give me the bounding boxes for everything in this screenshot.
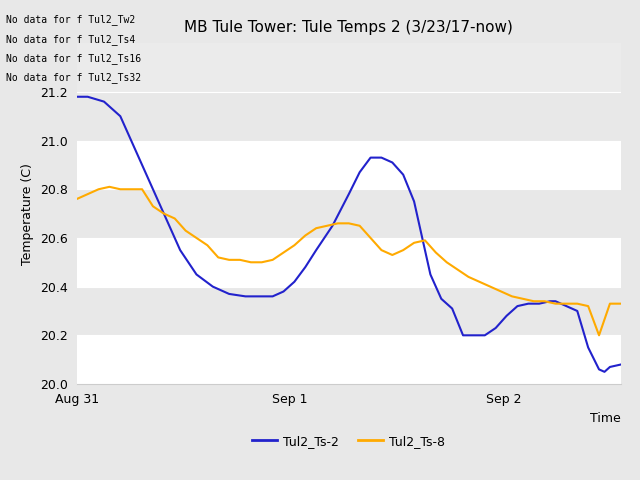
Tul2_Ts-2 (100, 99, 108, 105)
Tul2_Ts-2 (345, 191, 353, 197)
Tul2_Ts-2 (460, 333, 467, 338)
Bar (77, 287, 621, 336)
Tul2_Ts-8 (258, 259, 266, 265)
Bar (77, 141, 621, 189)
Tul2_Ts-2 (547, 299, 554, 304)
Tul2_Ts-2 (563, 303, 570, 309)
Text: No data for f Tul2_Ts16: No data for f Tul2_Ts16 (6, 53, 141, 64)
Tul2_Ts-8 (73, 196, 81, 202)
Tul2_Ts-2 (116, 113, 124, 119)
Bar (77, 92, 621, 141)
Bar (77, 336, 621, 384)
Tul2_Ts-2 (258, 293, 266, 299)
Tul2_Ts-2 (269, 293, 276, 299)
Tul2_Ts-8 (606, 301, 614, 307)
Text: No data for f Tul2_Tw2: No data for f Tul2_Tw2 (6, 14, 136, 25)
Tul2_Ts-2 (481, 333, 489, 338)
Tul2_Ts-8 (476, 279, 483, 285)
Tul2_Ts-2 (427, 272, 435, 277)
Tul2_Ts-2 (280, 288, 287, 294)
Tul2_Ts-2 (410, 199, 418, 204)
Tul2_Ts-2 (595, 367, 603, 372)
Tul2_Ts-2 (160, 211, 168, 216)
Tul2_Ts-2 (225, 291, 233, 297)
Tul2_Ts-8 (204, 242, 211, 248)
Legend: Tul2_Ts-2, Tul2_Ts-8: Tul2_Ts-2, Tul2_Ts-8 (247, 430, 451, 453)
Tul2_Ts-2 (525, 301, 532, 307)
Tul2_Ts-2 (209, 284, 216, 289)
Tul2_Ts-2 (177, 247, 184, 253)
Tul2_Ts-2 (438, 296, 445, 301)
Tul2_Ts-2 (84, 94, 92, 100)
Tul2_Ts-2 (470, 333, 478, 338)
Tul2_Ts-2 (73, 94, 81, 100)
Tul2_Ts-2 (416, 223, 424, 228)
Tul2_Ts-2 (514, 303, 522, 309)
Tul2_Ts-2 (329, 223, 337, 228)
Tul2_Ts-2 (617, 361, 625, 367)
Line: Tul2_Ts-2: Tul2_Ts-2 (77, 97, 621, 372)
Tul2_Ts-2 (552, 299, 559, 304)
Tul2_Ts-2 (312, 247, 320, 253)
Tul2_Ts-2 (242, 293, 250, 299)
Tul2_Ts-2 (143, 174, 151, 180)
Tul2_Ts-2 (492, 325, 500, 331)
X-axis label: Time: Time (590, 411, 621, 425)
Tul2_Ts-2 (378, 155, 385, 160)
Tul2_Ts-8 (443, 259, 451, 265)
Tul2_Ts-8 (247, 259, 255, 265)
Text: No data for f Tul2_Ts4: No data for f Tul2_Ts4 (6, 34, 136, 45)
Tul2_Ts-2 (600, 369, 608, 375)
Tul2_Ts-2 (356, 169, 364, 175)
Tul2_Ts-2 (367, 155, 374, 160)
Tul2_Ts-2 (291, 279, 298, 285)
Title: MB Tule Tower: Tule Temps 2 (3/23/17-now): MB Tule Tower: Tule Temps 2 (3/23/17-now… (184, 20, 513, 35)
Text: No data for f Tul2_Ts32: No data for f Tul2_Ts32 (6, 72, 141, 83)
Tul2_Ts-2 (301, 264, 309, 270)
Y-axis label: Temperature (C): Temperature (C) (21, 163, 35, 264)
Tul2_Ts-2 (606, 364, 614, 370)
Tul2_Ts-2 (503, 313, 511, 319)
Tul2_Ts-2 (421, 247, 429, 253)
Tul2_Ts-2 (127, 138, 135, 144)
Line: Tul2_Ts-8: Tul2_Ts-8 (77, 187, 621, 336)
Bar (77, 238, 621, 287)
Tul2_Ts-8 (617, 301, 625, 307)
Tul2_Ts-2 (449, 306, 456, 312)
Tul2_Ts-2 (388, 159, 396, 165)
Tul2_Ts-2 (399, 172, 407, 178)
Tul2_Ts-2 (536, 301, 543, 307)
Tul2_Ts-8 (595, 333, 603, 338)
Tul2_Ts-8 (106, 184, 113, 190)
Tul2_Ts-2 (573, 308, 581, 314)
Bar (77, 189, 621, 238)
Tul2_Ts-2 (584, 345, 592, 350)
Tul2_Ts-2 (193, 272, 200, 277)
